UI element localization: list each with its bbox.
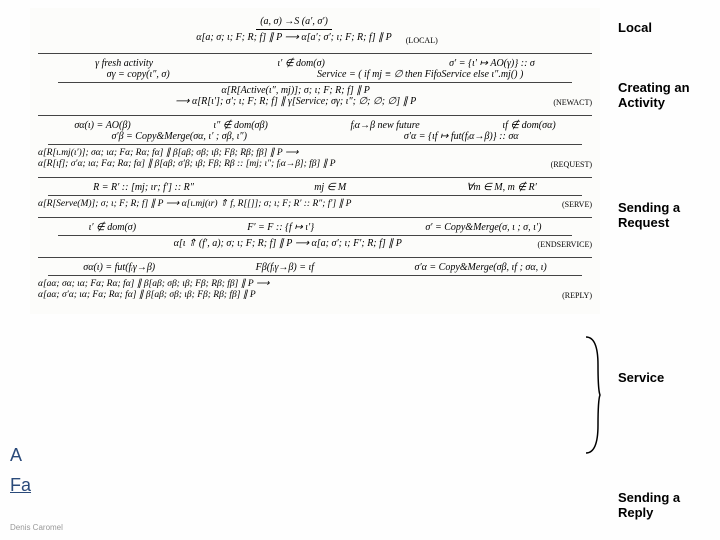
reply-prem3: σ′α = Copy&Merge(σβ, ιf ; σα, ι) (415, 262, 547, 273)
divider (38, 177, 592, 178)
service-bracket-icon (584, 335, 602, 455)
local-rulename: (LOCAL) (406, 36, 438, 45)
endservice-conc: α[ι ⇑ (f′, a); σ; ι; F; R; f] ∥ P ⟶ α[a;… (38, 238, 538, 249)
endservice-prem1: ι′ ∉ dom(σ) (89, 222, 137, 233)
divider (38, 53, 592, 54)
label-sending-reply: Sending a Reply (618, 490, 718, 520)
footer-author: Denis Caromel (10, 523, 63, 532)
newact-prem1: γ fresh activity (95, 58, 153, 69)
serve-line (48, 195, 582, 196)
request-prem3: fᵢα→β new future (350, 120, 419, 131)
reply-prem1: σα(ι) = fut(fᵢγ→β) (83, 262, 155, 273)
newact-conc1: α[R[Active(ι″, mj)]; σ; ι; F; R; f] ∥ P (38, 85, 553, 96)
divider (38, 217, 592, 218)
endservice-prem3: σ′ = Copy&Merge(σ, ι ; σ, ι′) (425, 222, 541, 233)
request-rulename: (REQUEST) (551, 160, 592, 169)
reply-conc2: α[aα; σ′α; ια; Fα; Rα; fα] ∥ β[aβ; σβ; ι… (38, 289, 562, 300)
reply-line (48, 275, 582, 276)
rule-serve: R = R′ :: [mj; ιr; f′] :: R″ mj ∈ M ∀m ∈… (38, 182, 592, 209)
rule-endservice: ι′ ∉ dom(σ) F′ = F :: {f ↦ ι′} σ′ = Copy… (38, 222, 592, 249)
newact-conc2: ⟶ α[R[ι′]; σ′; ι; F; R; f] ∥ γ[Service; … (38, 96, 553, 107)
serve-rulename: (SERVE) (562, 200, 592, 209)
local-premise: (a, σ) →S (a′, σ′) (256, 14, 332, 30)
reply-rulename: (REPLY) (562, 291, 592, 300)
newact-prem5: Service = ( if mj ≡ ∅ then FifoService e… (317, 69, 523, 80)
label-local: Local (618, 20, 718, 35)
newact-rulename: (NEWACT) (553, 98, 592, 107)
endservice-line (58, 235, 572, 236)
rules-panel: (a, σ) →S (a′, σ′) α[a; σ; ι; F; R; f] ∥… (30, 8, 600, 314)
serve-conc: α[R[Serve(M)]; σ; ι; F; R; f] ∥ P ⟶ α[ι.… (38, 198, 562, 209)
endservice-prem2: F′ = F :: {f ↦ ι′} (247, 222, 314, 233)
reply-prem2: Fβ(fᵢγ→β) = ιf (256, 262, 314, 273)
serve-prem2: mj ∈ M (314, 182, 346, 193)
newact-prem2: ι′ ∉ dom(σ) (277, 58, 325, 69)
request-prem5: σ′β = Copy&Merge(σα, ι′ ; σβ, ι″) (111, 131, 246, 142)
serve-prem1: R = R′ :: [mj; ιr; f′] :: R″ (93, 182, 194, 193)
label-sending-req: Sending a Request (618, 200, 718, 230)
newact-line (58, 82, 572, 83)
request-conc1: α[R[ι.mj(ι′)]; σα; ια; Fα; Rα; fα] ∥ β[a… (38, 147, 551, 158)
newact-prem3: σ′ = {ι′ ↦ AO(γ)} :: σ (449, 58, 535, 69)
reply-conc1: α[aα; σα; ια; Fα; Rα; fα] ∥ β[aβ; σβ; ιβ… (38, 278, 562, 289)
endservice-rulename: (ENDSERVICE) (538, 240, 592, 249)
request-line (48, 144, 582, 145)
side-text-fa: Fa (10, 475, 31, 496)
request-conc2: α[R[ιf]; σ′α; ια; Fα; Rα; fα] ∥ β[aβ; σ′… (38, 158, 551, 169)
label-creating: Creating an Activity (618, 80, 718, 110)
local-conclusion: α[a; σ; ι; F; R; f] ∥ P ⟶ α[a′; σ′; ι; F… (192, 30, 396, 45)
request-prem1: σα(ι) = AO(β) (74, 120, 130, 131)
rule-local: (a, σ) →S (a′, σ′) α[a; σ; ι; F; R; f] ∥… (38, 14, 592, 45)
label-service: Service (618, 370, 718, 385)
side-text-a: A (10, 445, 22, 466)
rule-newact: γ fresh activity ι′ ∉ dom(σ) σ′ = {ι′ ↦ … (38, 58, 592, 107)
request-prem2: ι″ ∉ dom(σβ) (213, 120, 267, 131)
newact-prem4: σγ = copy(ι″, σ) (107, 69, 170, 80)
divider (38, 257, 592, 258)
request-prem4: ιf ∉ dom(σα) (502, 120, 555, 131)
rule-reply: σα(ι) = fut(fᵢγ→β) Fβ(fᵢγ→β) = ιf σ′α = … (38, 262, 592, 300)
rule-request: σα(ι) = AO(β) ι″ ∉ dom(σβ) fᵢα→β new fut… (38, 120, 592, 169)
request-prem6: σ′α = {ιf ↦ fut(fᵢα→β)} :: σα (404, 131, 519, 142)
serve-prem3: ∀m ∈ M, m ∉ R′ (467, 182, 537, 193)
divider (38, 115, 592, 116)
